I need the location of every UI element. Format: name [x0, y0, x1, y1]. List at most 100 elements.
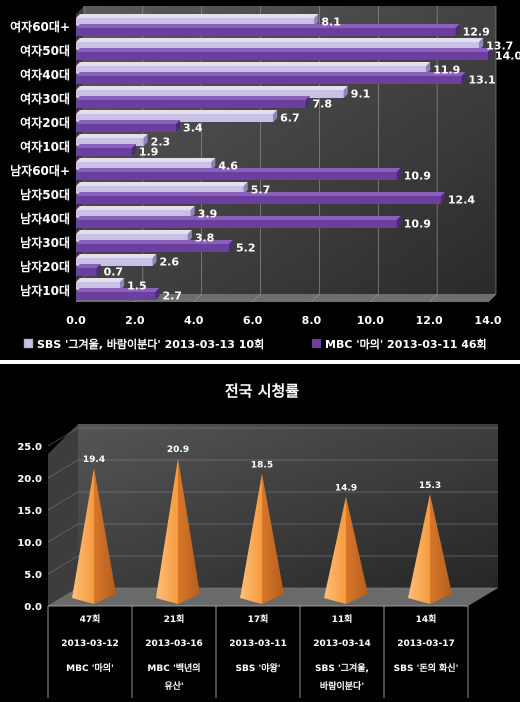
bar-value-label: 1.5 — [127, 280, 146, 293]
bar — [76, 292, 156, 300]
bar-top — [76, 254, 157, 258]
pyramid-bar-front — [240, 473, 262, 604]
bar — [76, 258, 153, 266]
episode-label: 47회 — [80, 613, 101, 625]
bar — [76, 196, 441, 204]
category-label: 남자50대 — [20, 187, 70, 202]
bar — [76, 282, 121, 290]
bar — [76, 42, 480, 50]
bar — [76, 186, 244, 194]
pyramid-bar-front — [72, 467, 94, 604]
gridline-side — [47, 459, 79, 479]
pyramid-bar-front — [324, 496, 346, 604]
program-label: SBS '그겨울, — [315, 662, 369, 674]
y-tick-label: 5.0 — [24, 570, 42, 581]
bar — [76, 90, 344, 98]
bar-value-label: 3.8 — [195, 232, 215, 245]
bar-top — [76, 144, 136, 148]
bar-top — [76, 216, 401, 220]
date-label: 2013-03-17 — [397, 639, 455, 649]
bar — [76, 138, 144, 146]
bar-top — [76, 72, 466, 76]
y-tick-label: 25.0 — [17, 442, 42, 453]
bar-end — [152, 254, 157, 266]
gridline-floor — [193, 293, 202, 303]
bar-top — [76, 134, 148, 138]
program-label: 유산' — [164, 680, 183, 692]
bar-value-label: 4.6 — [218, 160, 238, 173]
category-label: 여자30대 — [20, 91, 70, 106]
bar-top — [76, 264, 101, 268]
category-label: 남자60대+ — [10, 163, 70, 178]
bar-end — [461, 72, 466, 84]
bar-end — [488, 48, 492, 60]
category-label: 여자40대 — [20, 67, 70, 82]
bar-top — [76, 86, 348, 90]
bar-end — [273, 110, 278, 122]
bar-end — [314, 14, 319, 26]
bar — [76, 162, 212, 170]
bar-value-label: 10.9 — [404, 170, 431, 183]
bar-value-label: 2.6 — [160, 256, 180, 269]
bar-value-label: 20.9 — [167, 445, 189, 455]
category-label: 여자60대+ — [10, 19, 70, 34]
bar — [76, 114, 274, 122]
program-label: 바람이분다' — [320, 680, 364, 692]
pyramid-bar-side — [262, 473, 284, 604]
bar-end — [440, 192, 445, 204]
bar — [76, 100, 306, 108]
bar-end — [396, 216, 401, 228]
pyramid-bar-side — [430, 494, 452, 604]
bar-top — [76, 240, 234, 244]
category-label: 남자40대 — [20, 211, 70, 226]
x-tick-label: 0.0 — [66, 314, 86, 327]
bar-end — [305, 96, 310, 108]
bar-end — [479, 38, 484, 50]
bar-value-label: 2.3 — [151, 136, 171, 149]
legend-swatch — [312, 339, 321, 348]
gridline-floor — [428, 293, 438, 303]
category-label: 여자20대 — [20, 115, 70, 130]
bar-value-label: 2.7 — [162, 290, 182, 303]
bar — [76, 76, 462, 84]
pyramid-bar-front — [156, 458, 178, 604]
x-tick-label: 8.0 — [302, 314, 322, 327]
program-label: SBS '야왕' — [235, 662, 280, 674]
gridline-floor — [487, 293, 497, 303]
gridline-floor — [252, 293, 261, 303]
bar-value-label: 3.9 — [198, 208, 218, 221]
bar-top — [76, 192, 445, 196]
x-tick-label: 2.0 — [125, 314, 145, 327]
bar-top — [76, 96, 310, 100]
bar-value-label: 13.7 — [486, 40, 513, 53]
bar-top — [76, 206, 195, 210]
bar-end — [455, 24, 460, 36]
pyramid-bar-side — [178, 458, 200, 604]
x-tick-label: 12.0 — [416, 314, 443, 327]
bar-end — [131, 144, 136, 156]
x-tick-label: 6.0 — [243, 314, 263, 327]
legend-swatch — [23, 338, 34, 349]
bar-top — [76, 120, 181, 124]
bar-value-label: 10.9 — [404, 218, 431, 231]
bar-value-label: 1.9 — [139, 146, 159, 159]
bar-end — [187, 230, 192, 242]
national-ratings-pyramid-chart: 전국 시청률 19.4 20.9 18.5 14.9 15.3 0.0 5.0 10.0 15… — [17, 382, 498, 698]
y-tick-label: 0.0 — [24, 602, 42, 613]
bar-value-label: 0.7 — [104, 266, 124, 279]
bar-top — [76, 48, 492, 52]
bar-top — [76, 62, 431, 66]
bar-top — [76, 278, 125, 282]
bar-value-label: 3.4 — [183, 122, 203, 135]
category-label: 남자20대 — [20, 259, 70, 274]
gridline-side — [47, 587, 79, 607]
gridline-side — [47, 555, 79, 575]
bar-value-label: 9.1 — [351, 88, 371, 101]
gridline-floor — [370, 293, 379, 303]
bar-top — [76, 168, 401, 172]
bar-value-label: 8.1 — [321, 16, 341, 29]
y-tick-label: 15.0 — [17, 506, 42, 517]
plot-floor — [76, 294, 496, 302]
gridline-side — [47, 491, 79, 511]
bar-end — [396, 168, 401, 180]
